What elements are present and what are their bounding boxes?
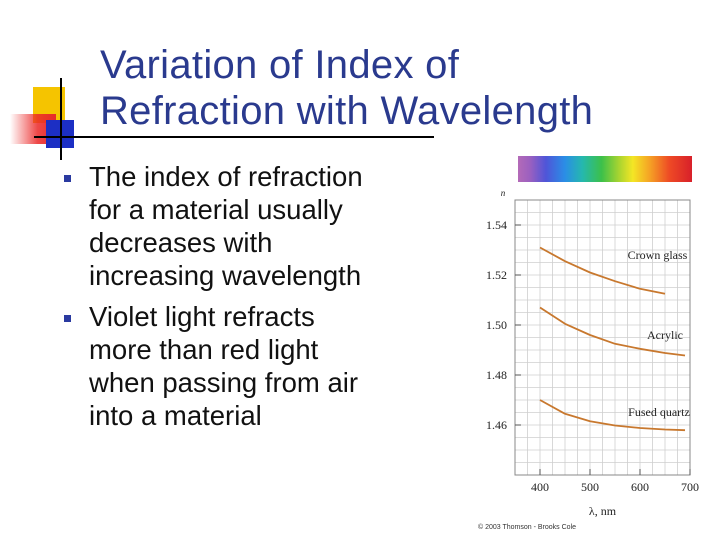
y-tick-label: 1.50 [486,318,507,332]
bullet-line: when passing from air [89,367,359,398]
bullet-line: for a material usually [89,194,343,225]
y-tick-label: 1.54 [486,218,507,232]
bullet-item: The index of refraction for a material u… [62,160,442,292]
series-label: Acrylic [647,328,683,342]
copyright-credit: © 2003 Thomson - Brooks Cole [478,524,577,531]
slide-title: Variation of Index of Refraction with Wa… [100,42,700,134]
bullet-line: The index of refraction [89,161,363,192]
series-label: Crown glass [628,248,688,262]
y-tick-label: 1.46 [486,418,507,432]
y-tick-label: 1.52 [486,268,507,282]
bullet-line: into a material [89,400,262,431]
x-axis-label: λ, nm [589,504,617,518]
y-axis-label: n [501,188,506,198]
refraction-chart: 1.46 1.48 1.50 1.52 1.54 400 500 600 700 n λ, nm Cr… [486,188,699,518]
bullet-item: Violet light refracts more than red ligh… [62,300,442,432]
series-line-crown-glass [539,246,666,295]
bullet-line: decreases with [89,227,273,258]
x-tick-label: 700 [681,480,699,494]
decor-vertical-line [60,78,62,160]
x-tick-label: 400 [531,480,549,494]
series-line-fused-quartz [539,399,686,432]
bullet-marker-icon [64,175,71,182]
series-line-acrylic [539,306,686,357]
bullet-list: The index of refraction for a material u… [62,160,442,440]
title-line: Variation of Index of [100,43,460,87]
x-tick-label: 500 [581,480,599,494]
bullet-line: increasing wavelength [89,260,362,291]
decor-horizontal-line [34,136,434,138]
bullet-marker-icon [64,315,71,322]
plot-frame [514,199,691,476]
y-tick-label: 1.48 [486,368,507,382]
title-line: Refraction with Wavelength [100,89,594,133]
visible-spectrum-bar [518,156,692,182]
bullet-line: Violet light refracts [89,301,315,332]
bullet-line: more than red light [89,334,319,365]
x-tick-label: 600 [631,480,649,494]
series-label: Fused quartz [628,405,690,419]
